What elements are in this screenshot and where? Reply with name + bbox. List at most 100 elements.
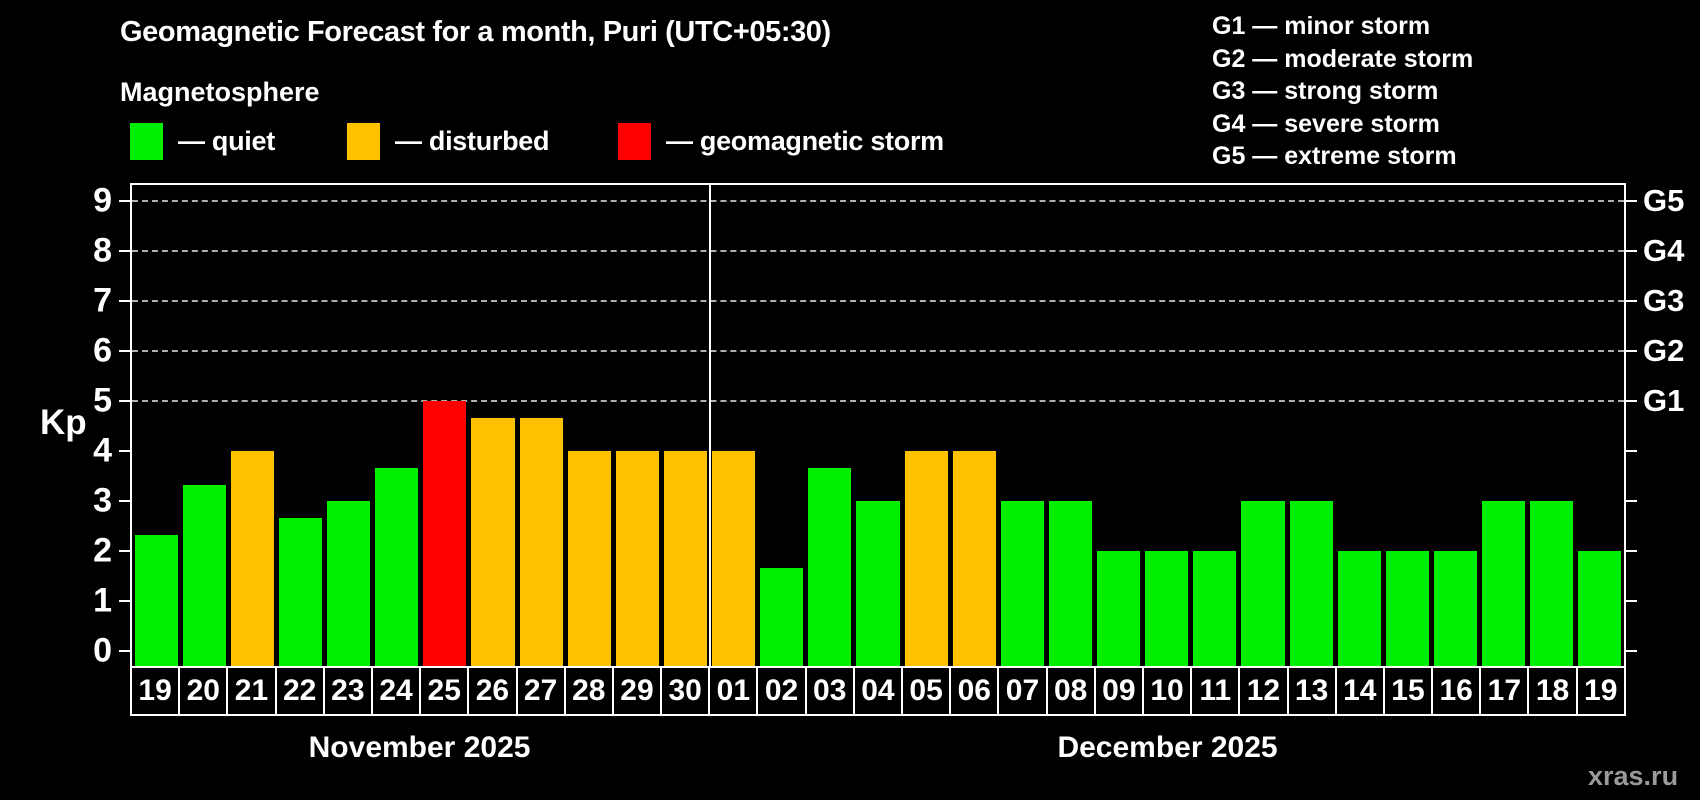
y-tick-label: 8 <box>93 231 112 270</box>
legend-label-quiet: — quiet <box>178 125 275 156</box>
gridline-kp8 <box>132 250 1624 252</box>
day-label: 15 <box>1382 666 1434 716</box>
kp-bar <box>1385 551 1429 666</box>
g-scale-label-g1: G1 <box>1643 383 1685 418</box>
y-axis-tick-right <box>1625 200 1637 202</box>
magnetosphere-label: Magnetosphere <box>120 77 320 107</box>
day-axis: 19 20 21 22 23 24 25 26 27 28 29 30 01 02 03 04 05 06 07 08… <box>130 666 1626 716</box>
storm-scale-line-g2: G2 — moderate storm <box>1212 44 1474 73</box>
kp-bar <box>1433 551 1478 666</box>
y-axis-tick-right <box>1625 450 1637 452</box>
day-label: 20 <box>178 666 229 716</box>
kp-bar <box>808 467 852 666</box>
day-label: 21 <box>226 666 277 716</box>
kp-bar <box>230 451 274 666</box>
day-label: 08 <box>1045 666 1096 716</box>
day-label: 30 <box>660 666 711 716</box>
g-scale-label-g2: G2 <box>1643 333 1685 368</box>
kp-bar <box>471 417 515 666</box>
y-axis-tick-right <box>1625 650 1637 652</box>
month-divider <box>708 185 711 666</box>
legend-label-storm: — geomagnetic storm <box>666 125 944 156</box>
day-label: 25 <box>419 666 470 716</box>
kp-bar <box>519 417 563 666</box>
kp-bar <box>278 517 322 666</box>
legend-item-quiet: — quiet <box>130 120 275 162</box>
magnetosphere-legend: — quiet — disturbed — geomagnetic storm <box>0 120 1700 162</box>
kp-bar <box>1578 551 1622 666</box>
day-label: 03 <box>804 666 855 716</box>
storm-scale-line-g3: G3 — strong storm <box>1212 77 1439 105</box>
y-tick-label: 0 <box>93 631 112 670</box>
kp-bar <box>904 451 948 666</box>
day-label: 19 <box>1575 666 1626 716</box>
day-label: 04 <box>852 666 903 716</box>
gridline-kp6 <box>132 350 1624 352</box>
kp-bar <box>1000 501 1044 666</box>
y-tick-label: 2 <box>93 531 112 570</box>
plot-area <box>132 185 1624 666</box>
day-label: 05 <box>901 666 952 716</box>
y-axis-tick-right <box>1625 350 1637 352</box>
kp-bar <box>615 451 659 666</box>
kp-bar <box>134 534 178 666</box>
day-label: 22 <box>274 666 325 716</box>
storm-scale-line-g1: G1 — minor storm <box>1212 12 1431 40</box>
day-label: 23 <box>322 666 373 716</box>
kp-bar <box>1193 551 1237 666</box>
watermark: xras.ru <box>1588 761 1679 791</box>
month-label-1: November 2025 <box>308 731 531 764</box>
kp-bar <box>182 484 226 666</box>
kp-bar <box>1241 501 1285 666</box>
month-label-2: December 2025 <box>1057 731 1278 764</box>
kp-bar <box>1482 501 1526 666</box>
kp-bar <box>375 467 419 666</box>
y-tick-label: 6 <box>93 331 112 370</box>
day-label: 26 <box>467 666 518 716</box>
y-tick-label: 7 <box>93 281 112 320</box>
day-label: 13 <box>1286 666 1337 716</box>
day-label: 28 <box>563 666 614 716</box>
kp-bar <box>856 501 900 666</box>
legend-item-storm: — geomagnetic storm <box>618 120 944 162</box>
storm-scale-legend: G1 — minor storm G2 — moderate storm G3 — … <box>1212 10 1473 173</box>
storm-swatch <box>618 122 651 160</box>
y-axis-title: Kp <box>40 403 87 442</box>
quiet-swatch <box>130 122 163 160</box>
y-axis-tick-right <box>1625 250 1637 252</box>
kp-bar <box>712 451 756 666</box>
kp-bar <box>1097 551 1141 666</box>
gridline-kp5 <box>132 400 1624 402</box>
kp-bar <box>952 451 996 666</box>
day-label: 12 <box>1238 666 1289 716</box>
chart-title: Geomagnetic Forecast for a month, Puri (… <box>120 16 831 48</box>
day-label: 27 <box>515 666 566 716</box>
g-scale-label-g4: G4 <box>1643 233 1685 268</box>
kp-bar <box>1289 501 1333 666</box>
legend-label-disturbed: — disturbed <box>395 125 550 156</box>
day-label: 06 <box>949 666 1000 716</box>
kp-bar <box>1048 501 1093 666</box>
y-axis-tick-right <box>1625 500 1637 502</box>
day-label: 16 <box>1431 666 1482 716</box>
day-label: 17 <box>1479 666 1530 716</box>
day-label: 19 <box>130 666 181 716</box>
y-axis-tick-right <box>1625 300 1637 302</box>
day-label: 14 <box>1334 666 1385 716</box>
day-label: 10 <box>1141 666 1193 716</box>
day-label: 07 <box>997 666 1048 716</box>
y-tick-label: 9 <box>93 181 112 220</box>
day-label: 02 <box>756 666 807 716</box>
storm-scale-line-g5: G5 — extreme storm <box>1212 142 1457 170</box>
kp-bar <box>663 451 708 666</box>
gridline-kp9 <box>132 200 1624 202</box>
day-label: 29 <box>611 666 663 716</box>
y-tick-label: 3 <box>93 481 112 520</box>
kp-bar <box>567 451 611 666</box>
day-label: 11 <box>1190 666 1241 716</box>
disturbed-swatch <box>347 122 380 160</box>
kp-bar-chart <box>130 183 1626 668</box>
legend-item-disturbed: — disturbed <box>347 120 550 162</box>
kp-bar <box>327 501 371 666</box>
day-label: 09 <box>1093 666 1144 716</box>
